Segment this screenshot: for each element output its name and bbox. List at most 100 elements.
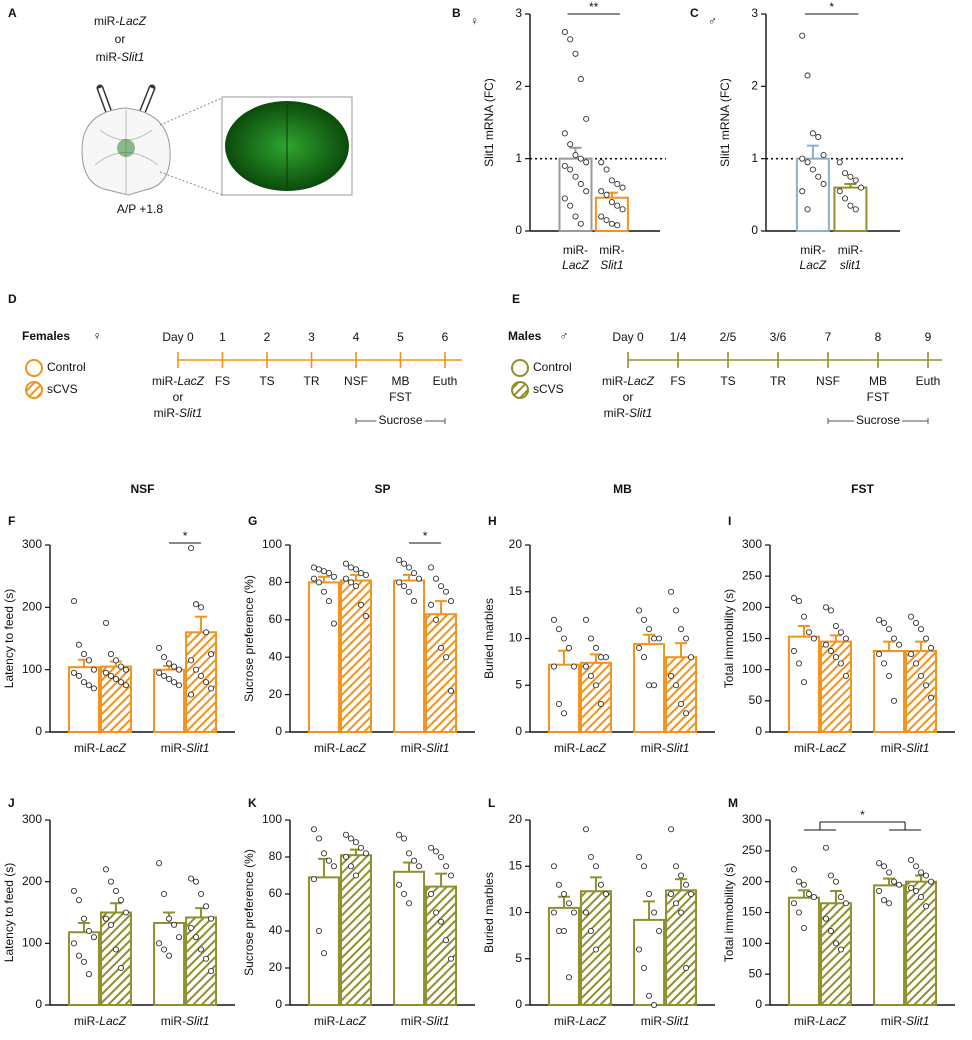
data-point bbox=[395, 831, 403, 838]
data-point bbox=[683, 964, 690, 972]
bar bbox=[393, 870, 426, 1006]
data-point bbox=[619, 184, 626, 191]
bar bbox=[67, 666, 100, 734]
significance-label: * bbox=[423, 529, 428, 543]
data-point bbox=[90, 934, 97, 941]
panel-letter: H bbox=[488, 514, 497, 528]
data-point bbox=[832, 940, 840, 947]
legend-marker bbox=[511, 381, 529, 399]
data-point bbox=[651, 682, 658, 689]
data-point bbox=[85, 927, 92, 935]
data-point bbox=[603, 191, 610, 198]
data-point bbox=[202, 903, 210, 910]
data-point bbox=[170, 679, 178, 686]
x-tick-label: miR-LacZ bbox=[74, 1014, 127, 1028]
data-point bbox=[810, 894, 818, 901]
x-tick-label: miR-LacZ bbox=[554, 1014, 607, 1028]
data-point bbox=[310, 575, 318, 582]
data-point bbox=[908, 651, 915, 658]
panel-letter: M bbox=[728, 796, 738, 810]
event-label: miR-LacZ bbox=[152, 374, 205, 388]
x-tick-label: miR-Slit1 bbox=[161, 741, 210, 755]
data-point bbox=[913, 887, 920, 894]
data-point bbox=[587, 927, 595, 935]
data-point bbox=[165, 660, 173, 667]
data-point bbox=[165, 952, 173, 959]
data-point bbox=[187, 691, 195, 698]
panel-letter: A bbox=[8, 6, 17, 20]
data-point bbox=[315, 835, 323, 842]
data-point bbox=[400, 890, 408, 898]
data-point bbox=[683, 635, 690, 642]
data-point bbox=[342, 575, 350, 582]
data-point bbox=[598, 188, 605, 195]
data-point bbox=[918, 626, 925, 633]
data-point bbox=[197, 672, 205, 679]
day-label: 4 bbox=[353, 330, 360, 344]
data-point bbox=[800, 924, 808, 931]
data-point bbox=[876, 616, 883, 623]
injection-label: miR-LacZ bbox=[94, 14, 147, 28]
data-point bbox=[918, 869, 925, 876]
data-point bbox=[567, 166, 574, 173]
day-label: Day 0 bbox=[162, 330, 194, 344]
data-point bbox=[886, 626, 893, 633]
data-point bbox=[583, 115, 590, 122]
data-point bbox=[165, 915, 173, 922]
day-label: 2 bbox=[264, 330, 271, 344]
range-label-bg bbox=[853, 413, 903, 428]
panel-letter: D bbox=[8, 292, 17, 306]
data-point bbox=[352, 566, 360, 573]
data-point bbox=[320, 850, 328, 857]
data-point bbox=[400, 583, 408, 590]
significance-label: ** bbox=[589, 0, 599, 14]
data-point bbox=[565, 644, 573, 651]
y-axis-label: Total immobility (s) bbox=[722, 589, 736, 688]
x-tick-label: miR-Slit1 bbox=[881, 741, 930, 755]
data-point bbox=[795, 878, 803, 885]
data-point bbox=[688, 654, 695, 661]
data-point bbox=[614, 222, 621, 229]
event-label: MB bbox=[392, 374, 410, 388]
data-point bbox=[641, 616, 648, 623]
data-point bbox=[357, 570, 365, 577]
data-point bbox=[175, 934, 183, 941]
data-point bbox=[827, 927, 835, 935]
legend-label: sCVS bbox=[47, 382, 78, 396]
column-title: NSF bbox=[131, 482, 155, 496]
panel-letter: L bbox=[488, 796, 495, 810]
data-point bbox=[597, 881, 605, 888]
y-tick-label: 200 bbox=[742, 874, 762, 888]
event-label: MB bbox=[869, 374, 887, 388]
data-point bbox=[913, 619, 920, 626]
data-point bbox=[800, 613, 808, 620]
data-point bbox=[570, 909, 578, 916]
data-point bbox=[342, 853, 350, 861]
column-title: SP bbox=[374, 482, 390, 496]
data-point bbox=[928, 644, 935, 651]
data-point bbox=[442, 654, 450, 661]
data-point bbox=[583, 159, 590, 166]
data-point bbox=[102, 619, 109, 626]
y-tick-label: 150 bbox=[742, 631, 762, 645]
y-axis-label: Sucrose preference (%) bbox=[242, 849, 256, 976]
data-point bbox=[678, 700, 685, 708]
data-point bbox=[795, 598, 803, 605]
data-point bbox=[800, 679, 808, 686]
data-point bbox=[678, 626, 685, 633]
data-point bbox=[832, 622, 840, 630]
event-label: TS bbox=[259, 374, 274, 388]
data-point bbox=[170, 663, 178, 670]
y-tick-label: 250 bbox=[742, 843, 762, 857]
significance-label: * bbox=[183, 529, 188, 543]
y-tick-label: 1 bbox=[751, 151, 758, 165]
x-tick-label: miR-Slit1 bbox=[881, 1014, 930, 1028]
data-point bbox=[70, 669, 77, 676]
y-axis-label: Latency to feed (s) bbox=[2, 589, 16, 688]
event-label: FS bbox=[215, 374, 230, 388]
data-point bbox=[315, 579, 323, 586]
data-point bbox=[395, 881, 403, 888]
data-point bbox=[102, 866, 109, 873]
column-title: MB bbox=[613, 482, 632, 496]
data-point bbox=[804, 72, 811, 79]
